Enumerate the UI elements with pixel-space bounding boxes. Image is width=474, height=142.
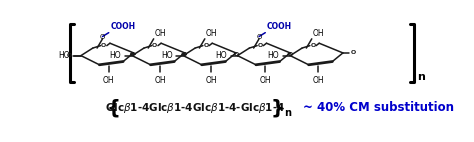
Text: O: O — [130, 52, 136, 57]
Text: O: O — [101, 43, 106, 48]
Text: O: O — [256, 34, 262, 40]
Text: O: O — [203, 43, 209, 48]
Text: {: { — [107, 98, 120, 117]
Text: Glc$\beta$1-4Glc$\beta$1-4Glc$\beta$1-4-Glc$\beta$1-4: Glc$\beta$1-4Glc$\beta$1-4Glc$\beta$1-4-… — [105, 101, 285, 115]
Text: O: O — [288, 52, 293, 57]
Text: O: O — [182, 52, 187, 57]
Text: O: O — [234, 52, 239, 57]
Text: HO: HO — [215, 51, 227, 60]
Text: OH: OH — [103, 76, 115, 84]
Text: OH: OH — [312, 29, 324, 38]
Text: O: O — [258, 43, 263, 48]
Text: O: O — [351, 50, 356, 55]
Text: O: O — [100, 34, 105, 40]
Text: n: n — [417, 72, 425, 83]
Text: COOH: COOH — [267, 22, 292, 31]
Text: O: O — [152, 43, 157, 48]
Text: OH: OH — [260, 76, 271, 84]
Text: HO: HO — [58, 51, 70, 60]
Text: O: O — [66, 53, 72, 58]
Text: OH: OH — [154, 76, 166, 84]
Text: HO: HO — [161, 51, 173, 60]
Text: n: n — [284, 107, 291, 118]
Text: OH: OH — [312, 76, 324, 84]
Text: }: } — [271, 98, 285, 117]
Text: OH: OH — [206, 29, 217, 38]
Text: O: O — [310, 43, 316, 48]
Text: ~ 40% CM substitution: ~ 40% CM substitution — [303, 101, 455, 114]
Text: HO: HO — [268, 51, 279, 60]
Text: HO: HO — [109, 51, 121, 60]
Text: OH: OH — [155, 29, 166, 38]
Text: OH: OH — [205, 76, 217, 84]
Text: COOH: COOH — [110, 22, 136, 31]
